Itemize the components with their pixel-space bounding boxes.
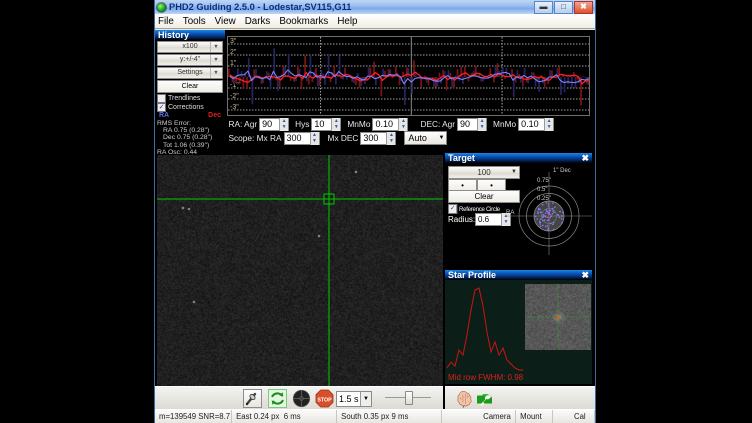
svg-text:-3": -3" — [230, 104, 239, 111]
svg-text:3": 3" — [230, 38, 237, 45]
svg-text:1" Dec: 1" Dec — [553, 168, 571, 174]
svg-text:-2": -2" — [230, 93, 239, 100]
svg-text:0.75": 0.75" — [537, 178, 551, 184]
svg-text:0.25": 0.25" — [537, 196, 551, 202]
svg-text:0.5": 0.5" — [537, 187, 547, 193]
svg-text:RA: RA — [506, 210, 514, 216]
svg-text:STOP: STOP — [317, 397, 332, 403]
svg-text:2": 2" — [230, 49, 237, 56]
svg-text:1": 1" — [230, 60, 237, 67]
